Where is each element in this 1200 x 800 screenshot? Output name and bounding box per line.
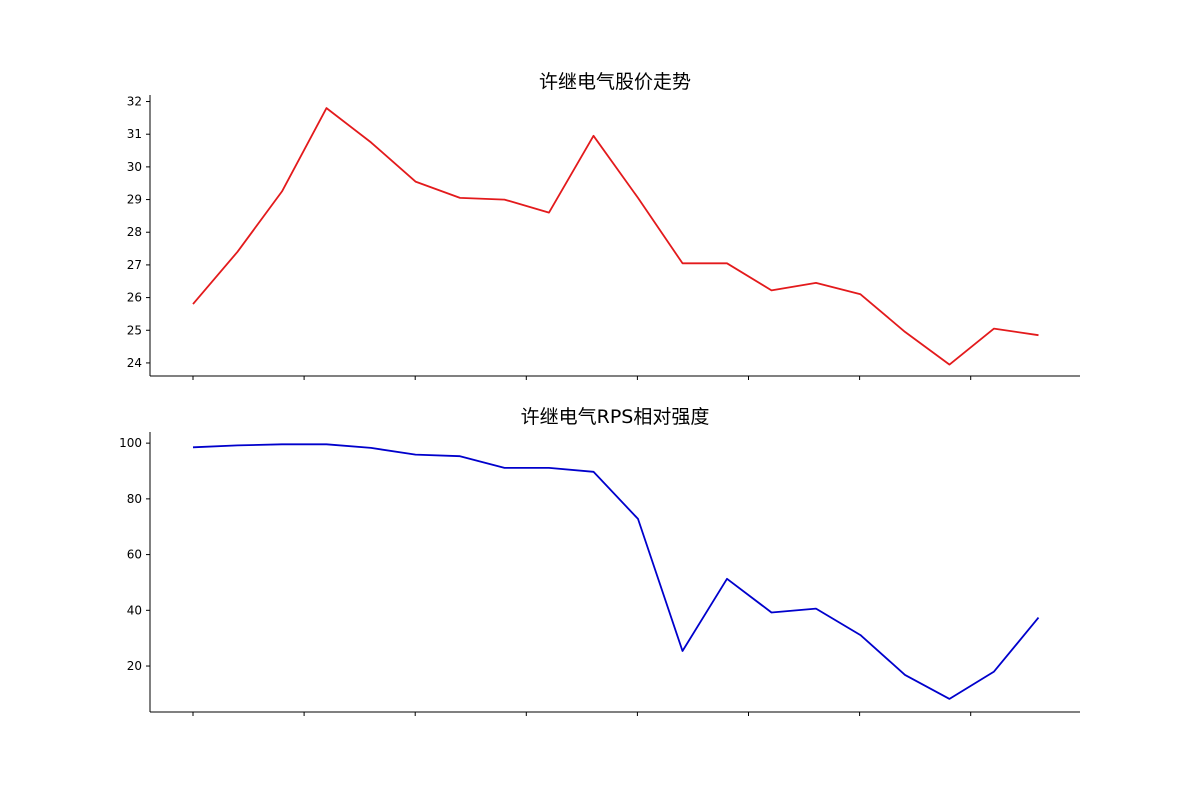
y-tick-label: 26 — [127, 291, 142, 305]
price-series — [192, 107, 1039, 366]
y-tick-label: 60 — [127, 548, 142, 562]
price-chart-panel: 许继电气股价走势 24 25 26 27 28 29 30 31 32 — [127, 71, 1080, 380]
y-tick-label: 28 — [127, 225, 142, 239]
y-tick-label: 31 — [127, 127, 142, 141]
y-tick-label: 24 — [127, 356, 142, 370]
y-tick-label: 20 — [127, 659, 142, 673]
series-line — [192, 107, 1039, 366]
y-tick-label: 100 — [119, 436, 142, 450]
y-tick-label: 80 — [127, 492, 142, 506]
y-tick-label: 32 — [127, 95, 142, 109]
price-chart-title: 许继电气股价走势 — [539, 71, 691, 93]
y-tick-label: 27 — [127, 258, 142, 272]
y-tick-label: 29 — [127, 193, 142, 207]
price-chart-axes: 24 25 26 27 28 29 30 31 32 — [127, 95, 1080, 380]
y-tick-label: 30 — [127, 160, 142, 174]
rps-series — [192, 443, 1040, 700]
y-tick-label: 25 — [127, 323, 142, 337]
series-line — [192, 443, 1040, 700]
y-tick-label: 40 — [127, 603, 142, 617]
rps-chart-panel: 许继电气RPS相对强度 20 40 60 80 100 — [119, 406, 1080, 716]
rps-chart-title: 许继电气RPS相对强度 — [521, 406, 710, 428]
rps-chart-axes: 20 40 60 80 100 — [119, 432, 1080, 716]
